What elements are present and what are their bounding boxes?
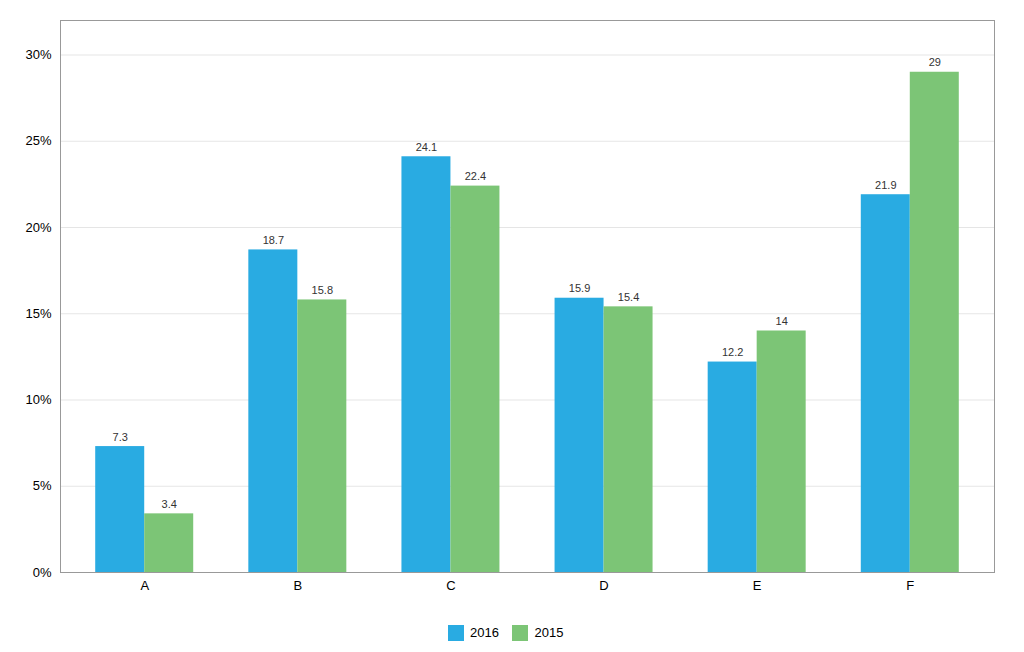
html-text:2015: 2015 [534, 625, 564, 640]
svg-text:E: E [753, 578, 762, 593]
svg-text:7.3: 7.3 [113, 431, 128, 443]
svg-text:21.9: 21.9 [875, 179, 896, 191]
svg-text:14: 14 [776, 315, 788, 327]
svg-text:22.4: 22.4 [465, 170, 486, 182]
svg-text:A: A [140, 578, 149, 593]
svg-text:D: D [599, 578, 608, 593]
svg-text:24.1: 24.1 [416, 141, 437, 153]
svg-text:F: F [906, 578, 914, 593]
svg-text:5%: 5% [33, 478, 52, 493]
html-text:2016: 2016 [470, 625, 499, 640]
svg-text:C: C [446, 578, 455, 593]
svg-text:15.4: 15.4 [618, 291, 639, 303]
svg-text:20%: 20% [25, 220, 51, 235]
svg-text:B: B [293, 578, 302, 593]
svg-text:18.7: 18.7 [263, 234, 284, 246]
svg-text:0%: 0% [33, 565, 52, 580]
svg-text:25%: 25% [25, 133, 51, 148]
svg-text:12.2: 12.2 [722, 346, 743, 358]
svg-text:15%: 15% [25, 306, 51, 321]
svg-text:29: 29 [929, 56, 941, 68]
svg-text:3.4: 3.4 [162, 498, 177, 510]
svg-text:10%: 10% [25, 392, 51, 407]
svg-text:15.8: 15.8 [312, 284, 333, 296]
svg-text:15.9: 15.9 [569, 282, 590, 294]
svg-text:30%: 30% [25, 47, 51, 62]
